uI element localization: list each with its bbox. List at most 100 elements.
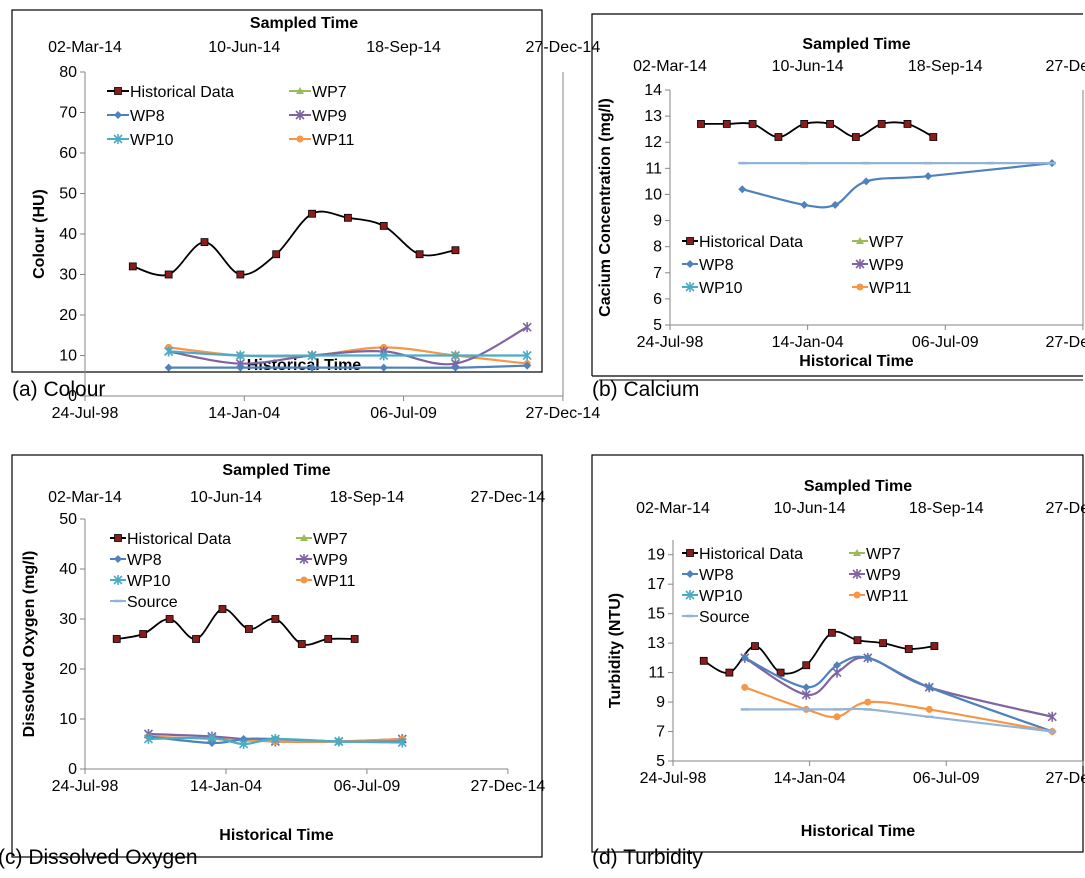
legend-marker xyxy=(855,259,865,269)
y-tick-label: 5 xyxy=(653,317,662,334)
data-point xyxy=(930,642,939,650)
y-tick-label: 6 xyxy=(653,291,662,308)
legend-marker xyxy=(856,237,864,244)
data-point xyxy=(722,120,731,128)
y-axis-title: Colour (HU) xyxy=(31,189,48,279)
top-axis-title: Sampled Time xyxy=(222,462,330,479)
data-point xyxy=(832,667,842,678)
data-point xyxy=(415,250,424,259)
data-point xyxy=(833,713,841,721)
x-top-tick-label: 18-Sep-14 xyxy=(330,489,405,506)
data-point xyxy=(164,363,173,372)
x-tick-label: 06-Jul-09 xyxy=(370,405,437,422)
series-line-wp9 xyxy=(744,656,1053,718)
data-point xyxy=(774,133,783,141)
data-point xyxy=(324,635,333,643)
x-top-tick-label: 27-Dec-14 xyxy=(526,39,601,56)
legend-label: WP7 xyxy=(313,531,348,548)
data-point xyxy=(192,635,200,643)
data-point xyxy=(862,177,871,186)
data-point xyxy=(271,615,280,623)
legend-label: WP9 xyxy=(869,257,904,274)
data-point xyxy=(523,361,532,370)
x-top-tick-label: 10-Jun-14 xyxy=(774,500,846,517)
series-line-wp10 xyxy=(168,350,528,357)
data-point xyxy=(925,705,933,713)
data-point xyxy=(924,172,933,181)
legend-label: Source xyxy=(699,609,750,626)
data-point xyxy=(925,683,934,692)
bottom-axis-title: Historical Time xyxy=(247,357,362,374)
legend-label: WP9 xyxy=(866,567,901,584)
x-top-tick-label: 27-Dec-14 xyxy=(1046,500,1085,517)
data-point xyxy=(877,120,886,128)
legend-label: WP10 xyxy=(699,280,743,297)
legend-label: WP9 xyxy=(312,108,347,125)
x-tick-label: 27-Dec-14 xyxy=(526,405,601,422)
data-point xyxy=(827,628,836,637)
y-tick-label: 50 xyxy=(59,186,77,203)
series-line-historical-data xyxy=(132,210,456,277)
series-line-wp11 xyxy=(744,686,1053,733)
data-point xyxy=(128,262,137,271)
legend-label: WP10 xyxy=(699,588,743,605)
legend-marker xyxy=(685,282,695,292)
data-point xyxy=(740,653,749,662)
legend-marker xyxy=(686,237,694,245)
data-point xyxy=(851,133,860,141)
y-tick-label: 7 xyxy=(653,265,662,282)
legend-marker xyxy=(114,87,122,95)
data-point xyxy=(207,733,217,743)
x-tick-label: 14-Jan-04 xyxy=(208,405,280,422)
data-point xyxy=(139,630,148,638)
legend-label: WP7 xyxy=(312,84,347,101)
data-point xyxy=(800,120,809,128)
data-point xyxy=(239,739,249,749)
data-point xyxy=(236,270,245,279)
chart-frame xyxy=(591,13,1083,376)
figure-caption: (b) Calcium xyxy=(592,378,699,401)
legend-label: Source xyxy=(127,594,178,611)
x-top-tick-label: 10-Jun-14 xyxy=(208,39,280,56)
y-tick-label: 10 xyxy=(59,348,77,365)
x-tick-label: 24-Jul-98 xyxy=(640,770,707,787)
y-tick-label: 14 xyxy=(644,82,662,99)
data-point xyxy=(864,698,872,706)
y-tick-label: 10 xyxy=(59,711,77,728)
data-point xyxy=(218,605,227,613)
chart-frame xyxy=(11,454,543,858)
bottom-axis-title: Historical Time xyxy=(219,827,334,844)
legend-label: WP11 xyxy=(312,132,354,149)
x-tick-label: 27-Dec-14 xyxy=(1046,334,1085,351)
data-point xyxy=(308,209,316,218)
data-point xyxy=(904,645,913,653)
y-tick-label: 8 xyxy=(653,239,662,256)
chart-panel-3: 0 10 20 30 40 50 24-Jul-98 14-Jan-04 06-Jul-09 27… xyxy=(11,454,546,858)
legend-label: WP9 xyxy=(313,552,348,569)
legend-label: WP7 xyxy=(869,234,904,251)
x-top-tick-label: 27-Dec-14 xyxy=(471,489,546,506)
series-line-wp8 xyxy=(744,655,1053,733)
y-tick-label: 0 xyxy=(68,761,77,778)
y-tick-label: 7 xyxy=(656,724,665,741)
y-tick-label: 5 xyxy=(656,753,665,770)
series-line-historical-data xyxy=(116,608,355,646)
legend-label: WP8 xyxy=(127,552,162,569)
data-point xyxy=(164,346,174,357)
y-tick-label: 40 xyxy=(59,226,77,243)
x-tick-label: 14-Jan-04 xyxy=(190,778,262,795)
legend-label: WP11 xyxy=(869,280,911,297)
data-point xyxy=(272,250,281,259)
legend-marker xyxy=(114,111,122,119)
data-point xyxy=(245,625,253,633)
data-point xyxy=(929,133,938,141)
figure-caption: (d) Turbidity xyxy=(592,846,703,869)
data-point xyxy=(879,639,888,648)
data-point xyxy=(699,656,708,665)
data-point xyxy=(853,636,862,645)
data-point xyxy=(776,668,785,677)
y-tick-label: 12 xyxy=(644,134,662,151)
y-tick-label: 50 xyxy=(59,511,77,528)
x-tick-label: 27-Dec-14 xyxy=(1046,770,1085,787)
y-tick-label: 13 xyxy=(647,635,665,652)
